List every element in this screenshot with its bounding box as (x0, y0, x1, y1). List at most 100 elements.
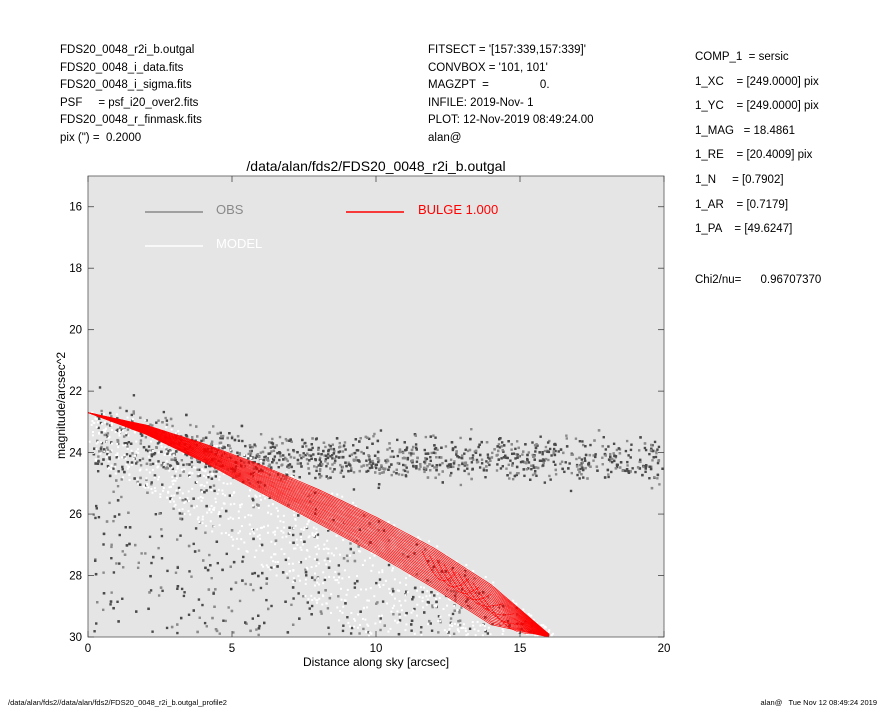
obs-point (148, 449, 151, 452)
x-axis-label: Distance along sky [arcsec] (302, 655, 450, 669)
model-point (171, 498, 174, 501)
model-point (381, 571, 384, 574)
obs-point (461, 588, 464, 591)
model-point (353, 625, 356, 628)
model-point (401, 563, 404, 566)
obs-point (642, 465, 645, 469)
obs-point (495, 469, 499, 472)
obs-point (115, 479, 118, 482)
obs-point (171, 452, 174, 456)
obs-point (452, 465, 455, 469)
chi2-value: 0.96707370 (760, 274, 822, 286)
obs-point (282, 454, 285, 457)
model-point (389, 627, 392, 630)
obs-point (286, 459, 289, 463)
model-point (439, 620, 442, 623)
model-point (450, 622, 453, 625)
model-point (343, 569, 346, 572)
model-point (172, 479, 175, 482)
obs-point (261, 458, 264, 462)
obs-point (284, 477, 287, 480)
obs-point (308, 607, 311, 610)
obs-point (433, 444, 436, 447)
obs-point (271, 461, 274, 464)
model-point (285, 572, 288, 575)
model-point (274, 493, 277, 496)
obs-point (582, 443, 585, 447)
obs-point (457, 619, 460, 623)
obs-point (609, 459, 612, 463)
model-point (290, 475, 293, 478)
obs-point (385, 461, 388, 464)
obs-point (578, 470, 581, 474)
obs-point (597, 429, 601, 432)
obs-point (471, 458, 475, 461)
obs-point (270, 566, 273, 569)
obs-point (436, 448, 439, 452)
model-point (250, 457, 253, 460)
model-point (293, 547, 296, 550)
obs-point (112, 519, 115, 523)
obs-point (124, 442, 128, 445)
legend-bulge-label: BULGE 1.000 (418, 202, 498, 217)
obs-point (482, 467, 486, 470)
obs-point (565, 445, 569, 448)
obs-point (360, 465, 363, 468)
model-point (274, 561, 277, 564)
model-point (405, 543, 408, 546)
obs-point (480, 440, 483, 444)
obs-point (175, 450, 178, 453)
plot-area (88, 176, 664, 637)
obs-point (157, 419, 160, 422)
obs-point (356, 449, 360, 452)
obs-point (97, 515, 101, 519)
obs-point (308, 459, 311, 462)
model-point (118, 432, 121, 435)
model-point (176, 467, 179, 470)
model-point (322, 582, 325, 585)
model-point (341, 577, 344, 580)
bulge-curve (87, 412, 549, 638)
obs-point (109, 411, 112, 415)
obs-point (365, 459, 368, 462)
obs-point (288, 526, 291, 529)
x-tick-label: 15 (514, 643, 527, 655)
model-point (457, 602, 460, 605)
model-point (178, 488, 181, 491)
obs-point (505, 456, 508, 459)
model-point (168, 453, 171, 456)
obs-point (258, 624, 261, 628)
obs-point (284, 437, 288, 441)
obs-point (165, 447, 168, 451)
model-point (205, 524, 208, 527)
model-point (307, 520, 310, 523)
model-point (404, 594, 407, 597)
obs-point (552, 450, 556, 453)
model-point (503, 598, 506, 601)
bulge-curve (87, 412, 549, 637)
obs-point (244, 444, 247, 448)
obs-point (482, 469, 486, 472)
model-point (270, 540, 273, 543)
model-point (174, 479, 177, 482)
obs-point (165, 626, 169, 630)
obs-point (251, 461, 254, 464)
model-point (210, 488, 213, 491)
model-point (342, 605, 345, 608)
obs-point (626, 464, 629, 467)
model-point (294, 517, 297, 520)
obs-point (315, 558, 319, 561)
model-point (175, 477, 178, 480)
obs-point (529, 478, 532, 481)
obs-point (306, 462, 310, 465)
model-point (262, 465, 265, 468)
obs-point (256, 503, 259, 506)
model-point (119, 431, 122, 434)
model-point (116, 442, 119, 445)
obs-point (435, 600, 438, 604)
model-point (464, 627, 467, 630)
model-point (378, 586, 381, 589)
obs-point (485, 441, 489, 444)
obs-point (99, 421, 103, 425)
model-point (334, 579, 337, 582)
